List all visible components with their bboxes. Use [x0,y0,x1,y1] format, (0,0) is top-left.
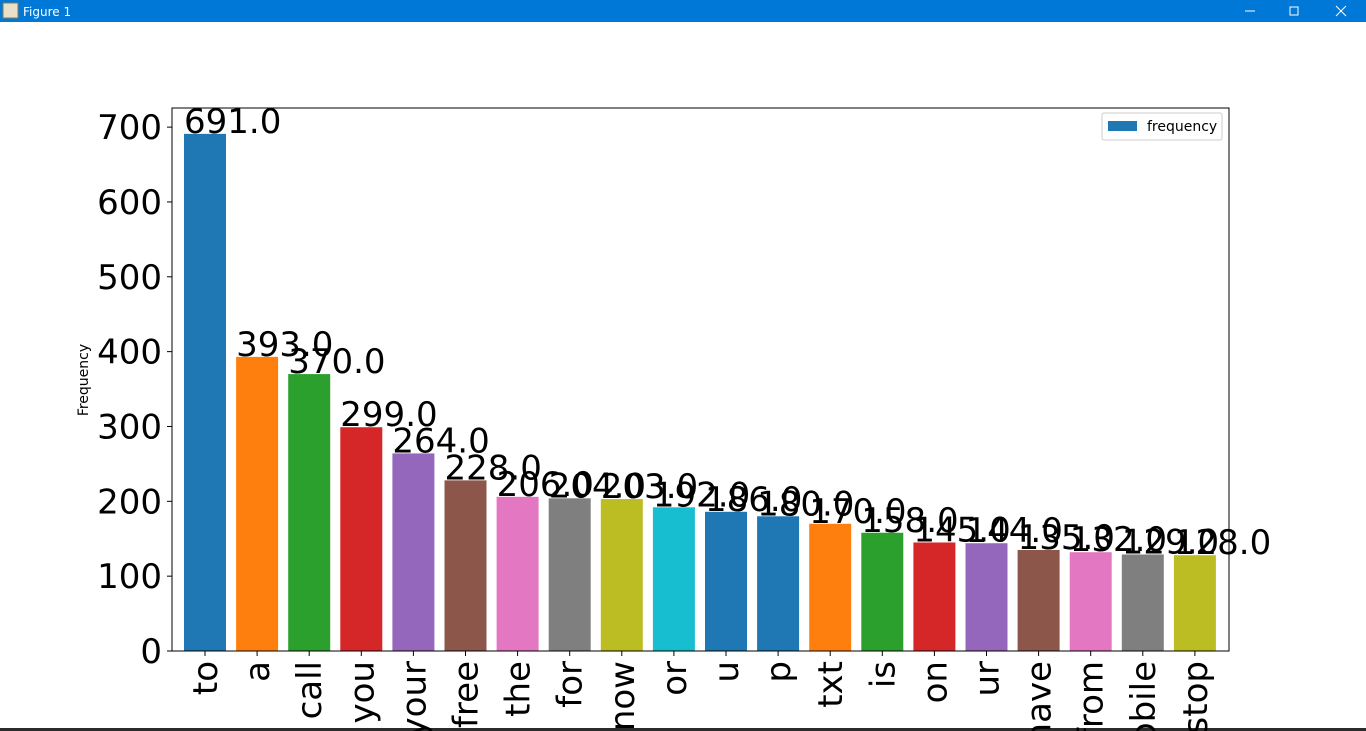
bar [757,516,800,651]
y-tick-label: 700 [97,108,162,148]
bar [496,496,539,651]
value-label: 192.0 [653,475,750,515]
bar [236,356,279,651]
x-tick-label: call [290,661,330,719]
x-tick-label: on [915,661,955,703]
bar [444,480,487,651]
value-label: 299.0 [340,395,437,435]
bar [1121,554,1164,651]
bar [184,133,226,651]
y-tick-label: 100 [97,557,162,597]
x-tick-label: p [759,661,799,683]
bar [1017,549,1060,651]
title-bar [0,0,1366,22]
legend-box [1101,112,1223,141]
bar [340,427,383,651]
x-tick-label: free [447,661,487,728]
value-label: 145.0 [913,510,1010,550]
x-tick-label: txt [811,661,851,708]
x-tick-label: have [1020,661,1060,731]
y-tick-label: 200 [97,482,162,522]
bar [548,498,591,651]
value-label: 144.0 [966,511,1063,551]
close-button[interactable] [1335,5,1347,17]
bar [809,523,852,651]
value-label: 370.0 [288,342,385,382]
x-tick-label: mobile [1124,661,1164,731]
y-axis-label: Frequency [76,344,92,416]
value-label: 228.0 [445,448,542,488]
legend-swatch [1108,121,1137,131]
x-tick-label: from [1072,661,1112,731]
value-label: 264.0 [392,421,489,461]
value-label: 132.0 [1070,520,1167,560]
value-label: 180.0 [757,484,854,524]
value-label: 128.0 [1174,523,1271,563]
value-label: 204.0 [549,466,646,506]
legend-label: frequency [1147,119,1217,135]
y-tick-label: 400 [97,333,162,373]
x-tick-label: or [655,661,695,696]
x-tick-label: the [499,661,539,717]
value-label: 186.0 [705,480,802,520]
app-icon [2,2,19,19]
y-tick-label: 300 [97,407,162,447]
bar [392,453,435,651]
x-tick-label: ur [968,661,1008,697]
x-tick-label: you [342,661,382,723]
restore-button[interactable] [1289,6,1299,16]
value-label: 203.0 [601,467,698,507]
bar [1069,552,1112,651]
plot-frame [171,107,1230,652]
bar [600,499,643,651]
bar [913,542,956,651]
value-label: 393.0 [236,325,333,365]
taskbar [0,728,1366,731]
value-label: 135.0 [1018,518,1115,558]
x-tick-label: to [186,661,226,695]
y-tick-label: 600 [97,183,162,223]
y-tick-label: 500 [97,258,162,298]
bar [861,532,904,651]
x-tick-label: for [551,661,591,708]
window-title: Figure 1 [23,5,71,19]
x-tick-label: stop [1176,661,1216,731]
x-tick-label: a [238,661,278,682]
x-tick-label: u [707,661,747,683]
x-tick-label: now [603,661,643,731]
value-label: 206.0 [497,465,594,505]
bar [965,543,1008,651]
value-label: 158.0 [861,501,958,541]
x-tick-label: your [394,661,434,731]
value-label: 170.0 [809,492,906,532]
bar [705,511,747,651]
value-label: 691.0 [184,102,281,142]
value-label: 129.0 [1122,522,1219,562]
y-tick-label: 0 [140,632,162,672]
bar [1173,555,1216,651]
bar [288,374,331,651]
bar [652,507,695,651]
x-tick-label: is [863,661,903,688]
